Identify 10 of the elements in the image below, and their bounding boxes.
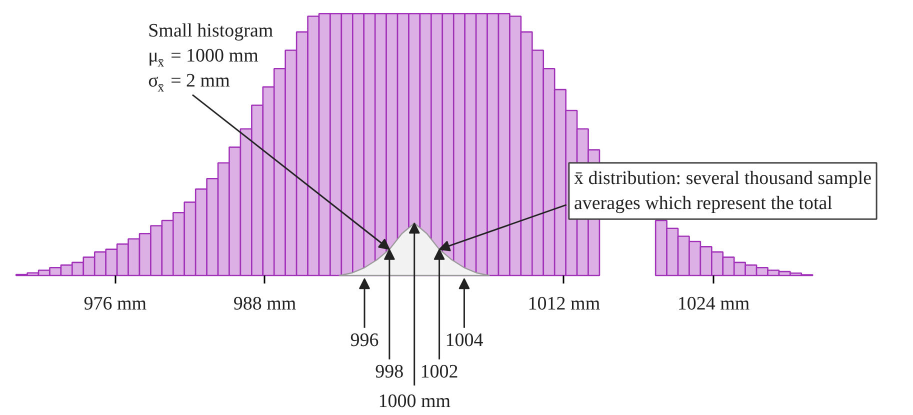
- x-tick-label: 988 mm: [233, 294, 296, 315]
- annotation: x̄ distribution: several thousand sample averages which represent the total: [574, 168, 872, 214]
- x-tick-label: 1012 mm: [528, 294, 600, 315]
- annotation: 998: [375, 362, 404, 383]
- annotation: 1002: [420, 362, 458, 383]
- annotation: 996: [350, 330, 379, 352]
- x-tick-label: 976 mm: [84, 294, 147, 315]
- annotation: 1004: [445, 330, 484, 352]
- annotation: 1000 mm: [378, 390, 451, 412]
- x-tick-label: 1024 mm: [677, 294, 750, 315]
